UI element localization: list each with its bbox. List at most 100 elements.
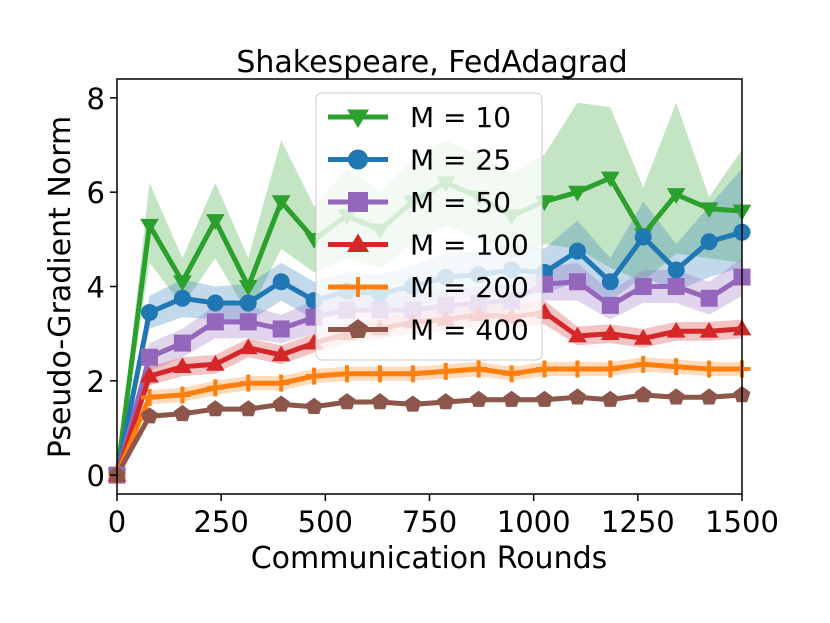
point-m-50 [173,334,191,352]
point-m-25 [667,261,685,279]
point-m-200 [272,374,290,392]
point-m-200 [634,355,652,373]
legend-label-m-200: M = 200 [410,271,529,304]
legend-label-m-50: M = 50 [410,186,511,219]
point-m-400 [568,388,586,405]
y-tick-label: 6 [87,176,105,210]
x-tick-label: 0 [108,505,126,539]
legend-label-m-25: M = 25 [410,144,511,177]
legend-marker-m-200 [348,277,368,297]
point-m-200 [503,365,521,383]
legend-marker-m-400 [348,319,368,338]
point-m-200 [141,388,158,406]
point-m-25 [634,228,652,246]
point-m-200 [700,360,718,378]
point-m-100 [568,326,587,343]
point-m-200 [206,379,224,397]
point-m-50 [700,289,718,307]
point-m-10 [271,195,291,211]
point-m-25 [141,303,158,321]
line-m-200 [114,361,742,477]
point-m-10 [568,185,587,202]
point-m-25 [700,233,718,251]
point-m-200 [601,360,619,378]
point-m-10 [238,280,258,296]
point-m-100 [633,329,653,345]
x-axis-label: Communication Rounds [251,541,608,576]
band-m-200 [117,357,742,476]
point-m-50 [634,278,652,295]
point-m-400 [141,407,158,424]
point-m-25 [239,294,257,312]
y-tick-label: 0 [87,459,105,493]
legend-marker-m-100 [347,233,369,252]
point-m-400 [272,395,290,412]
point-m-200 [667,358,685,376]
legend-marker-m-25 [348,149,368,170]
point-m-50 [568,273,586,291]
point-m-25 [272,273,290,291]
point-m-25 [206,294,224,312]
point-m-400 [437,393,455,410]
point-m-400 [404,395,422,412]
point-m-25 [568,242,586,260]
point-m-10 [600,171,620,188]
point-m-200 [404,365,422,383]
point-m-10 [205,214,225,230]
x-tick-label: 500 [298,505,353,539]
point-m-400 [667,388,685,405]
x-tick-label: 250 [193,505,248,539]
point-m-10 [173,275,192,292]
point-m-100 [699,321,719,338]
x-tick-label: 1500 [705,505,779,539]
point-m-200 [437,362,455,380]
point-m-200 [173,386,191,404]
point-m-50 [272,320,290,338]
x-tick-label: 1250 [601,505,675,539]
point-m-200 [470,360,488,378]
point-m-400 [305,397,323,414]
point-m-10 [699,202,719,219]
legend-marker-m-10 [347,109,369,128]
point-m-400 [470,390,488,407]
band-m-25 [117,168,742,476]
point-m-200 [568,360,586,378]
point-m-25 [601,273,619,291]
y-tick-label: 8 [87,82,105,116]
point-m-400 [634,386,652,403]
x-axis-ticks: 0 250 500 750 1000 1250 1500 [108,494,779,539]
point-m-400 [601,390,619,407]
point-m-400 [173,404,191,422]
point-m-10 [140,218,159,235]
band-m-100 [117,300,742,476]
point-m-400 [371,393,389,410]
y-axis-label: Pseudo-Gradient Norm [43,116,78,458]
point-m-50 [206,313,224,331]
point-m-400 [206,400,224,417]
y-tick-label: 4 [87,271,105,305]
point-m-10 [666,188,686,204]
x-tick-label: 1000 [497,505,571,539]
legend-label-m-10: M = 10 [410,101,511,134]
point-m-200 [338,365,356,383]
chart-title: Shakespeare, FedAdagrad [236,45,627,80]
point-m-50 [601,296,619,314]
point-m-400 [338,393,356,410]
y-tick-label: 2 [87,365,105,399]
point-m-400 [239,400,257,417]
point-m-50 [239,313,257,331]
point-m-50 [141,348,158,366]
point-m-100 [140,366,159,383]
point-m-400 [536,390,553,407]
point-m-50 [667,278,685,295]
point-m-400 [700,388,718,405]
legend: M = 10 M = 25 M = 50 M = 100 M = 200 M = 400 [315,92,543,361]
legend-label-m-400: M = 400 [410,314,529,347]
point-m-100 [666,321,686,338]
x-tick-label: 750 [402,505,457,539]
point-m-25 [173,289,191,307]
point-m-200 [239,374,257,392]
legend-marker-m-50 [348,192,368,212]
y-axis-ticks: 0 2 4 6 8 [87,82,117,493]
